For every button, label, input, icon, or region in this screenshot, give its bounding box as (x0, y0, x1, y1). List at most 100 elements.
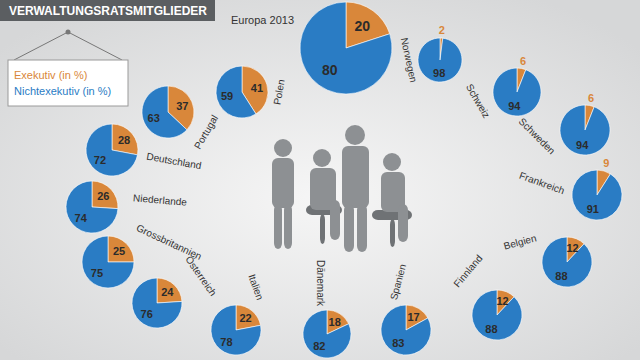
pie-slice (381, 305, 431, 355)
title: VERWALTUNGSRATSMITGLIEDER (9, 4, 207, 18)
category-label: Deutschland (146, 151, 203, 171)
data-label: 91 (587, 203, 599, 215)
pie (493, 68, 541, 116)
category-label: Norwegen (399, 37, 419, 84)
pie (542, 237, 592, 287)
pie-data-labels: 6 94 (508, 55, 526, 113)
pie-data-labels: 41 59 (221, 82, 263, 103)
pie-slice (572, 170, 622, 220)
data-label: 6 (588, 92, 594, 104)
data-label: 37 (176, 100, 188, 112)
legend-nail (66, 30, 71, 35)
pie (211, 305, 261, 355)
silhouette-part (272, 158, 294, 208)
silhouette-part (398, 204, 408, 242)
data-label: 26 (97, 190, 109, 202)
pie (560, 105, 610, 155)
title-banner (0, 0, 215, 21)
category-label: Spanien (388, 263, 408, 301)
pie-data-labels: 26 74 (75, 190, 110, 223)
legend-box (8, 60, 128, 106)
pie-data-labels: 1288 (555, 242, 578, 282)
data-label: 59 (221, 90, 233, 102)
category-label: Schweiz (464, 82, 492, 120)
data-label: 28 (118, 134, 130, 146)
silhouette-part (342, 146, 369, 208)
pie (82, 236, 134, 288)
data-label: 2 (439, 24, 445, 36)
data-label: 88 (485, 323, 497, 335)
category-label: Belgien (502, 232, 537, 251)
silhouette-head (274, 139, 292, 157)
data-label: 41 (251, 82, 263, 94)
pie-slice (157, 278, 182, 303)
pie-data-labels: 1783 (392, 311, 420, 349)
pie-slice (108, 236, 134, 262)
pie-slice (542, 237, 592, 287)
silhouettes (272, 125, 412, 252)
legend-string (14, 32, 68, 60)
data-label: 94 (508, 100, 521, 112)
silhouette-part (330, 200, 340, 240)
labels: 2080Europa 20134159Polen3763Portugal2872… (75, 14, 610, 352)
data-label: 9 (603, 157, 609, 169)
data-label: 18 (329, 316, 341, 328)
category-label: Frankreich (518, 170, 566, 196)
data-label: 63 (148, 112, 160, 124)
pie (418, 38, 462, 82)
category-label: Polen (271, 78, 286, 105)
pie-slice (132, 278, 182, 328)
legend-entry: Nichtexekutiv (in %) (14, 85, 111, 97)
data-label: 82 (313, 340, 325, 352)
pie-data-labels: 2 98 (433, 24, 445, 79)
pie-data-labels: 1882 (313, 316, 341, 352)
category-label: Portugal (192, 113, 220, 151)
pie (142, 86, 194, 138)
data-label: 94 (576, 139, 589, 151)
data-label: 22 (239, 312, 251, 324)
pie-slice (211, 305, 261, 355)
pie (66, 181, 118, 233)
silhouette-part (357, 204, 367, 252)
data-label: 80 (322, 62, 338, 78)
data-label: 20 (354, 18, 370, 34)
pie-slice (112, 124, 138, 155)
pie-slice (418, 38, 462, 82)
data-label: 74 (75, 212, 88, 224)
data-label: 75 (91, 267, 103, 279)
pie (572, 170, 622, 220)
pie-slice (493, 68, 541, 116)
silhouette-part (320, 214, 325, 244)
pie-data-labels: 9 91 (587, 157, 610, 215)
pie-slice (82, 236, 134, 288)
silhouette-head (345, 125, 365, 145)
pie-slice (303, 310, 351, 358)
pies (66, 2, 622, 358)
data-label: 24 (161, 286, 174, 298)
data-label: 83 (392, 337, 404, 349)
data-label: 72 (94, 154, 106, 166)
data-label: 88 (555, 270, 567, 282)
category-label: Schweden (517, 116, 558, 157)
category-label: Niederlande (133, 192, 188, 208)
pie (86, 124, 138, 176)
silhouette-head (313, 149, 331, 167)
data-label: 6 (520, 55, 526, 67)
data-label: 98 (433, 67, 445, 79)
silhouette-head (383, 153, 401, 171)
data-label: 25 (113, 245, 125, 257)
silhouette-part (284, 204, 292, 249)
legend: Exekutiv (in %) Nichtexekutiv (in %) (8, 30, 128, 107)
category-label: Österreich (183, 254, 218, 298)
pie-data-labels: 6 94 (576, 92, 594, 151)
data-label: 76 (141, 308, 153, 320)
pie (132, 278, 182, 328)
legend-string (68, 32, 122, 60)
category-label: Dänemark (315, 260, 326, 307)
pie-data-labels: 37 63 (148, 100, 189, 124)
legend-entry: Exekutiv (in %) (14, 69, 87, 81)
pie-data-labels: 1288 (485, 295, 508, 335)
pie (216, 66, 268, 118)
data-label: 78 (220, 336, 232, 348)
pie-slice (86, 124, 138, 176)
